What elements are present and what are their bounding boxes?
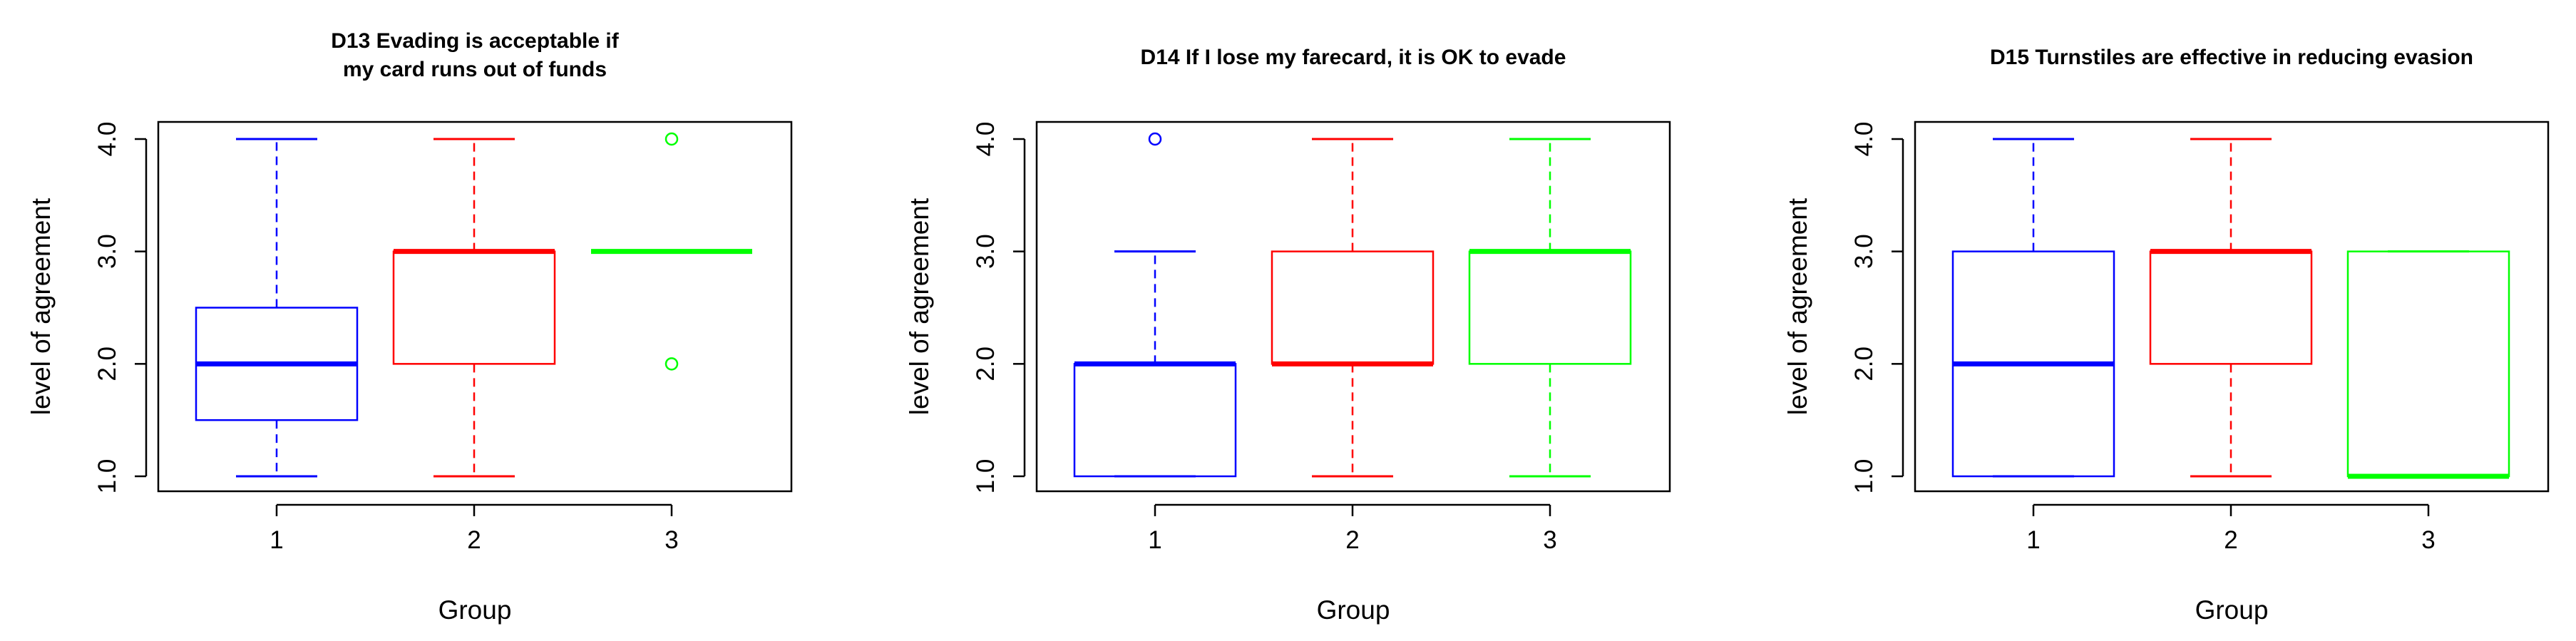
y-axis-label: level of agreement <box>905 198 934 415</box>
y-tick-label: 4.0 <box>93 122 121 157</box>
y-tick-label: 4.0 <box>972 122 1000 157</box>
box-group-1 <box>195 138 359 478</box>
y-axis-label: level of agreement <box>1783 198 1812 415</box>
y-tick-label: 4.0 <box>1850 122 1878 157</box>
x-tick-label: 3 <box>664 526 678 554</box>
box-group-2 <box>1271 138 1435 478</box>
x-axis-label: Group <box>1317 595 1390 625</box>
box-group-1 <box>1073 132 1237 478</box>
chart-panel-1: D13 Evading is acceptable if my card runs… <box>26 29 793 625</box>
y-tick-label: 3.0 <box>93 234 121 269</box>
plot-frame <box>157 120 793 493</box>
y-tick-label: 3.0 <box>1850 234 1878 269</box>
chart-panel-3: D15 Turnstiles are effective in reducing… <box>1783 46 2550 625</box>
y-tick-label: 2.0 <box>93 347 121 381</box>
y-tick-label: 1.0 <box>1850 459 1878 494</box>
y-tick-label: 1.0 <box>93 459 121 494</box>
x-axis-label: Group <box>2195 595 2269 625</box>
box-iqr <box>1271 250 1435 365</box>
outlier-point <box>664 357 679 371</box>
box-group-3 <box>2346 250 2510 479</box>
x-tick-label: 1 <box>1148 526 1161 554</box>
plot-frame <box>1035 120 1671 493</box>
outlier-point <box>664 132 679 146</box>
plot-frame <box>1914 120 2550 493</box>
box-iqr <box>392 250 556 365</box>
box-iqr <box>2346 250 2510 478</box>
box-iqr <box>2149 250 2313 365</box>
outlier-point <box>1148 132 1162 146</box>
chart-panel-2: D14 If I lose my farecard, it is OK to e… <box>905 46 1671 625</box>
x-axis-label: Group <box>438 595 512 625</box>
box-group-3 <box>591 132 752 371</box>
chart-title: D15 Turnstiles are effective in reducing… <box>1990 46 2473 69</box>
chart-title: D14 If I lose my farecard, it is OK to e… <box>1141 46 1566 69</box>
box-group-2 <box>2149 138 2313 478</box>
x-tick-label: 2 <box>1345 526 1359 554</box>
x-tick-label: 3 <box>2421 526 2435 554</box>
box-iqr <box>1468 250 1632 365</box>
box-group-1 <box>1951 138 2115 478</box>
y-tick-label: 1.0 <box>972 459 1000 494</box>
y-tick-label: 3.0 <box>972 234 1000 269</box>
chart-title: my card runs out of funds <box>343 58 607 81</box>
x-tick-label: 1 <box>2026 526 2040 554</box>
y-tick-label: 2.0 <box>972 347 1000 381</box>
y-tick-label: 2.0 <box>1850 347 1878 381</box>
box-iqr <box>1073 363 1237 478</box>
chart-title: D13 Evading is acceptable if <box>331 29 620 53</box>
x-tick-label: 1 <box>270 526 283 554</box>
x-tick-label: 3 <box>1543 526 1556 554</box>
x-tick-label: 2 <box>467 526 481 554</box>
x-tick-label: 2 <box>2224 526 2237 554</box>
box-group-3 <box>1468 138 1632 478</box>
box-group-2 <box>392 138 556 478</box>
y-axis-label: level of agreement <box>26 198 56 415</box>
